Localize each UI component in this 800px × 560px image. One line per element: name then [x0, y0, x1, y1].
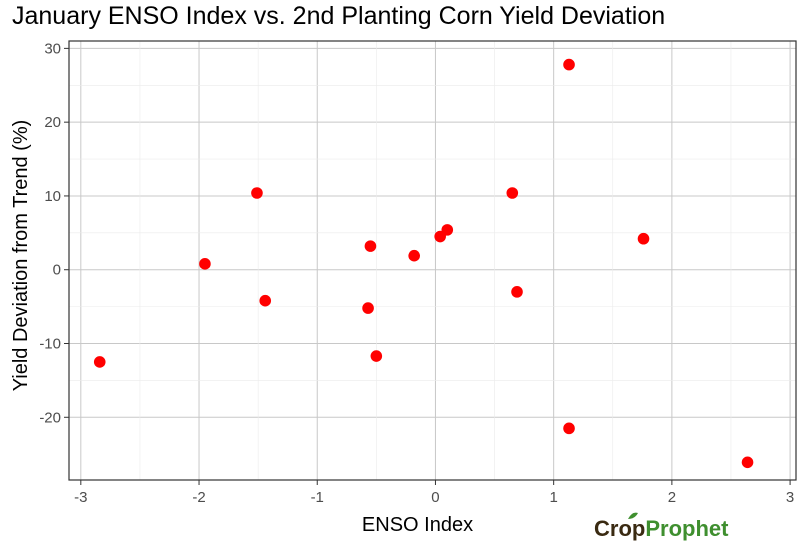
- y-tick-label: 10: [44, 188, 61, 205]
- x-tick-label: -1: [311, 489, 324, 506]
- chart-title: January ENSO Index vs. 2nd Planting Corn…: [12, 2, 665, 30]
- x-tick-label: -2: [192, 489, 205, 506]
- x-axis: -3 -2 -1 0 1 2 3: [74, 480, 794, 506]
- data-point: [259, 294, 272, 307]
- data-point: [441, 224, 454, 236]
- data-point: [93, 356, 106, 368]
- x-axis-title: ENSO Index: [362, 514, 473, 536]
- data-point: [251, 187, 263, 199]
- y-axis-title: Yield Deviation from Trend (%): [10, 120, 32, 392]
- data-point: [511, 286, 523, 298]
- data-point: [563, 58, 575, 71]
- y-tick-label: 30: [44, 40, 61, 57]
- data-points: [93, 58, 754, 469]
- data-point: [563, 422, 575, 435]
- data-point: [370, 350, 383, 362]
- x-tick-label: -3: [74, 489, 87, 506]
- grid: [69, 41, 796, 480]
- data-point: [364, 240, 377, 252]
- y-axis: -20 -10 0 10 20 30: [39, 40, 69, 426]
- cropprophet-logo: CropProphet: [594, 512, 729, 541]
- data-point: [408, 249, 420, 262]
- y-tick-label: -10: [39, 336, 61, 353]
- data-point: [637, 232, 650, 245]
- plot-panel-border: [68, 40, 797, 481]
- y-tick-label: 20: [44, 114, 61, 131]
- leaf-icon: [628, 512, 638, 519]
- data-point: [741, 456, 754, 469]
- x-tick-label: 1: [549, 489, 557, 506]
- x-tick-label: 3: [786, 489, 794, 506]
- data-point: [362, 302, 374, 314]
- data-point: [506, 187, 519, 199]
- y-tick-label: -20: [39, 409, 61, 426]
- data-point: [199, 258, 211, 270]
- x-tick-label: 2: [668, 489, 676, 506]
- y-tick-label: 0: [53, 262, 61, 279]
- x-tick-label: 0: [431, 489, 439, 506]
- logo-wordmark: CropProphet: [594, 516, 729, 541]
